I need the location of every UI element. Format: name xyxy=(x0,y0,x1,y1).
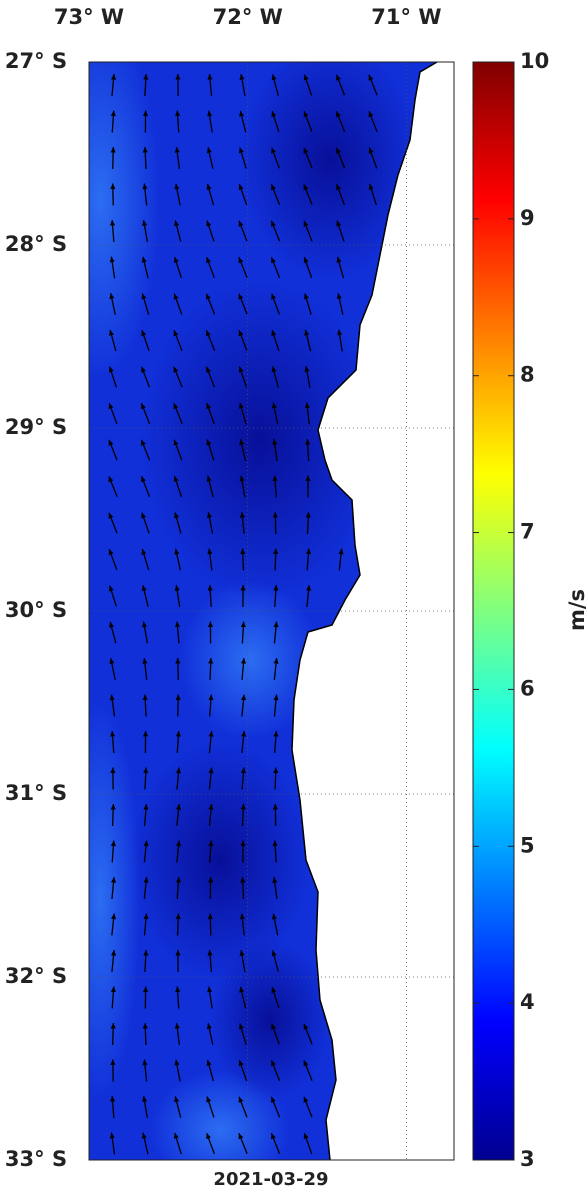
date-label: 2021-03-29 xyxy=(213,1169,328,1188)
y-tick-label: 28° S xyxy=(5,232,67,256)
colorbar-tick-label: 4 xyxy=(520,990,535,1014)
x-tick-label: 71° W xyxy=(371,5,441,29)
colorbar-tick-label: 9 xyxy=(520,206,535,230)
y-tick-label: 33° S xyxy=(5,1147,67,1171)
x-tick-label: 72° W xyxy=(213,5,283,29)
speed-blob xyxy=(40,20,160,380)
colorbar-tick-label: 6 xyxy=(520,676,535,700)
colorbar-tick-label: 8 xyxy=(520,363,535,387)
colorbar-tick-label: 7 xyxy=(520,520,535,544)
colorbar-tick-label: 5 xyxy=(520,833,535,857)
colorbar-tick-label: 3 xyxy=(520,1147,535,1171)
y-tick-label: 32° S xyxy=(5,964,67,988)
speed-blob xyxy=(210,940,330,1100)
colorbar-label: m/s xyxy=(565,589,588,631)
y-tick-label: 31° S xyxy=(5,781,67,805)
y-tick-label: 29° S xyxy=(5,415,67,439)
colorbar-tick-label: 10 xyxy=(520,49,549,73)
y-tick-label: 27° S xyxy=(5,49,67,73)
speed-blob xyxy=(60,700,140,1100)
colorbar xyxy=(473,62,514,1160)
y-tick-label: 30° S xyxy=(5,598,67,622)
x-tick-label: 73° W xyxy=(54,5,124,29)
